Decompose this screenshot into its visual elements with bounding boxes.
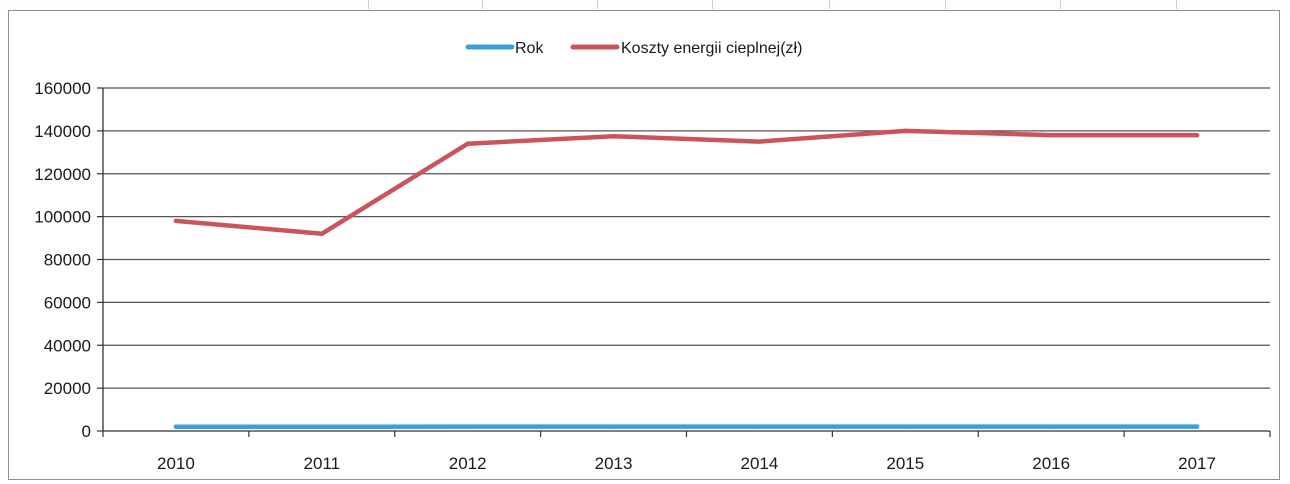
data-point <box>465 424 470 429</box>
y-tick-label: 80000 <box>44 251 91 270</box>
strip-divider <box>482 0 483 9</box>
strip-divider <box>1176 0 1177 9</box>
x-tick-label: 2010 <box>157 454 195 473</box>
strip-divider <box>712 0 713 9</box>
data-point <box>1048 132 1054 138</box>
y-tick-label: 40000 <box>44 336 91 355</box>
legend: Rok Koszty energii cieplnej(zł) <box>465 40 802 57</box>
data-point <box>319 231 325 236</box>
legend-label-0: Rok <box>515 40 544 57</box>
series <box>173 128 1200 429</box>
gridlines <box>103 87 1270 389</box>
y-tick-label: 100000 <box>34 208 91 227</box>
data-point <box>757 424 762 429</box>
strip-divider <box>368 0 369 9</box>
strip-divider <box>829 0 830 9</box>
x-tick-label: 2016 <box>1032 454 1070 473</box>
data-point <box>903 424 908 429</box>
x-tick-label: 2014 <box>741 454 779 473</box>
series-line-1 <box>173 128 1200 237</box>
x-tick-label: 2011 <box>304 454 341 473</box>
data-point <box>611 424 616 429</box>
data-point <box>1048 424 1054 429</box>
data-point <box>173 218 179 224</box>
y-tick-label: 120000 <box>34 165 91 184</box>
strip-divider <box>1060 0 1061 9</box>
data-point <box>1194 132 1200 138</box>
x-tick-label: 2013 <box>595 454 633 473</box>
legend-label-1: Koszty energii cieplnej(zł) <box>621 40 802 57</box>
data-point <box>1194 424 1200 429</box>
data-point <box>611 134 616 139</box>
data-point <box>465 141 470 146</box>
top-cell-strip <box>0 0 1290 9</box>
x-tick-label: 2012 <box>449 454 487 473</box>
strip-divider <box>945 0 946 9</box>
x-tick-label: 2017 <box>1178 454 1216 473</box>
data-point <box>757 139 762 144</box>
y-tick-label: 160000 <box>34 79 91 98</box>
x-tick-label: 2015 <box>886 454 924 473</box>
y-tick-label: 0 <box>82 422 91 441</box>
y-tick-label: 140000 <box>34 122 91 141</box>
data-point <box>903 128 908 134</box>
data-point <box>173 424 179 429</box>
y-tick-label: 60000 <box>44 293 91 312</box>
data-point <box>319 424 325 429</box>
axes: 0 20000 40000 60000 80000 100000 120000 140000 1… <box>34 79 1271 473</box>
strip-divider <box>597 0 598 9</box>
y-tick-label: 20000 <box>44 379 91 398</box>
